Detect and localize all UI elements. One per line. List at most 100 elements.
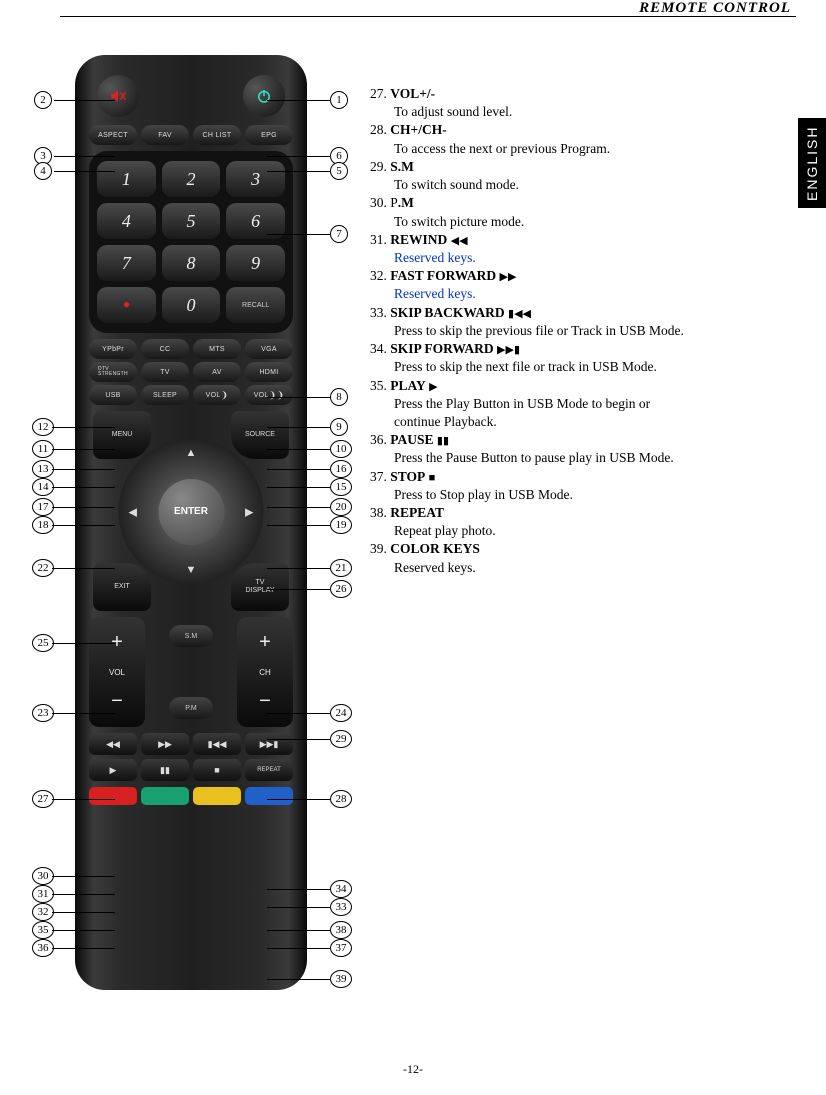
callout-14: 14 [32,478,54,496]
exit-button: EXIT [93,563,151,611]
callout-line [54,156,115,157]
callout-1: 1 [330,91,348,109]
desc-sub-31: Reserved keys. [370,249,796,267]
callout-line [267,507,330,508]
desc-item-30: 30. P.M [370,194,796,212]
callout-17: 17 [32,498,54,516]
rewind-button: ◀◀ [89,733,137,755]
vol-down-icon: − [89,677,145,728]
callout-line [267,979,330,980]
callout-line [52,469,115,470]
arrow-up-icon: ▲ [186,447,197,459]
callout-27: 27 [32,790,54,808]
callout-13: 13 [32,460,54,478]
callout-line [267,739,330,740]
callout-line [267,948,330,949]
vol-label: VOL [89,668,145,677]
callout-line [267,234,330,235]
desc-sub-27: To adjust sound level. [370,103,796,121]
callout-29: 29 [330,730,352,748]
mute-button [97,75,139,117]
usb-button: USB [89,385,137,405]
enter-button: ENTER [158,479,224,545]
callout-36: 36 [32,939,54,957]
color-green [141,787,189,805]
callout-line [52,427,115,428]
num-2: 2 [162,161,221,197]
num-8: 8 [162,245,221,281]
callout-25: 25 [32,634,54,652]
callout-23: 23 [32,704,54,722]
desc-sub-29: To switch sound mode. [370,176,796,194]
navigation-cluster: MENU SOURCE EXIT TVDISPLAY ▲ ▼ ◀ ▶ ENTER [87,411,295,611]
vol-minus-button: VOL ❩ [193,385,241,405]
arrow-down-icon: ▼ [186,564,197,576]
callout-18: 18 [32,516,54,534]
callout-26: 26 [330,580,352,598]
desc-item-36: 36. PAUSE ▮▮ [370,431,796,449]
callout-line [52,930,115,931]
chlist-button: CH LIST [193,125,241,145]
callout-20: 20 [330,498,352,516]
num-5: 5 [162,203,221,239]
pm-button: P.M [169,697,213,719]
source-button: SOURCE [231,411,289,459]
vol-rocker: + VOL − [89,617,145,727]
vga-button: VGA [245,339,293,359]
desc-item-27: 27. VOL+/- [370,85,796,103]
callout-line [52,948,115,949]
callout-line [52,799,115,800]
color-yellow [193,787,241,805]
callout-line [52,643,115,644]
recall-button: RECALL [226,287,285,323]
play-button: ▶ [89,759,137,781]
callout-32: 32 [32,903,54,921]
desc-sub-33: Press to skip the previous file or Track… [370,322,796,340]
epg-button: EPG [245,125,293,145]
remote-control-illustration: ASPECT FAV CH LIST EPG 1 2 3 4 5 6 7 8 9… [75,55,307,990]
sm-button: S.M [169,625,213,647]
callout-line [267,589,330,590]
desc-item-37: 37. STOP ■ [370,468,796,486]
callout-4: 4 [34,162,52,180]
fav-button: FAV [141,125,189,145]
callout-39: 39 [330,970,352,988]
desc-sub-37: Press to Stop play in USB Mode. [370,486,796,504]
desc-item-28: 28. CH+/CH- [370,121,796,139]
num-3: 3 [226,161,285,197]
callout-line [52,449,115,450]
color-keys-row [89,787,293,805]
num-7: 7 [97,245,156,281]
callout-line [52,876,115,877]
callout-31: 31 [32,885,54,903]
callout-line [267,525,330,526]
desc-item-31: 31. REWIND ◀◀ [370,231,796,249]
callout-line [52,568,115,569]
fast-forward-button: ▶▶ [141,733,189,755]
callout-37: 37 [330,939,352,957]
callout-19: 19 [330,516,352,534]
callout-line [54,171,115,172]
aspect-button: ASPECT [89,125,137,145]
desc-sub-30: To switch picture mode. [370,213,796,231]
skip-back-button: ▮◀◀ [193,733,241,755]
desc-item-32: 32. FAST FORWARD ▶▶ [370,267,796,285]
callout-16: 16 [330,460,352,478]
desc-sub-35: Press the Play Button in USB Mode to beg… [370,395,796,413]
repeat-button: REPEAT [245,759,293,781]
hdmi-button: HDMI [245,362,293,382]
ypbpr-button: YPbPr [89,339,137,359]
desc-item-33: 33. SKIP BACKWARD ▮◀◀ [370,304,796,322]
skip-forward-button: ▶▶▮ [245,733,293,755]
desc-sub-32: Reserved keys. [370,285,796,303]
callout-2: 2 [34,91,52,109]
dpad-ring: ▲ ▼ ◀ ▶ ENTER [119,439,264,584]
num-0: 0 [162,287,221,323]
callout-10: 10 [330,440,352,458]
description-list: 27. VOL+/-To adjust sound level.28. CH+/… [370,85,796,577]
callout-33: 33 [330,898,352,916]
callout-34: 34 [330,880,352,898]
callout-line [267,487,330,488]
callout-line [267,100,330,101]
callout-line [52,713,115,714]
